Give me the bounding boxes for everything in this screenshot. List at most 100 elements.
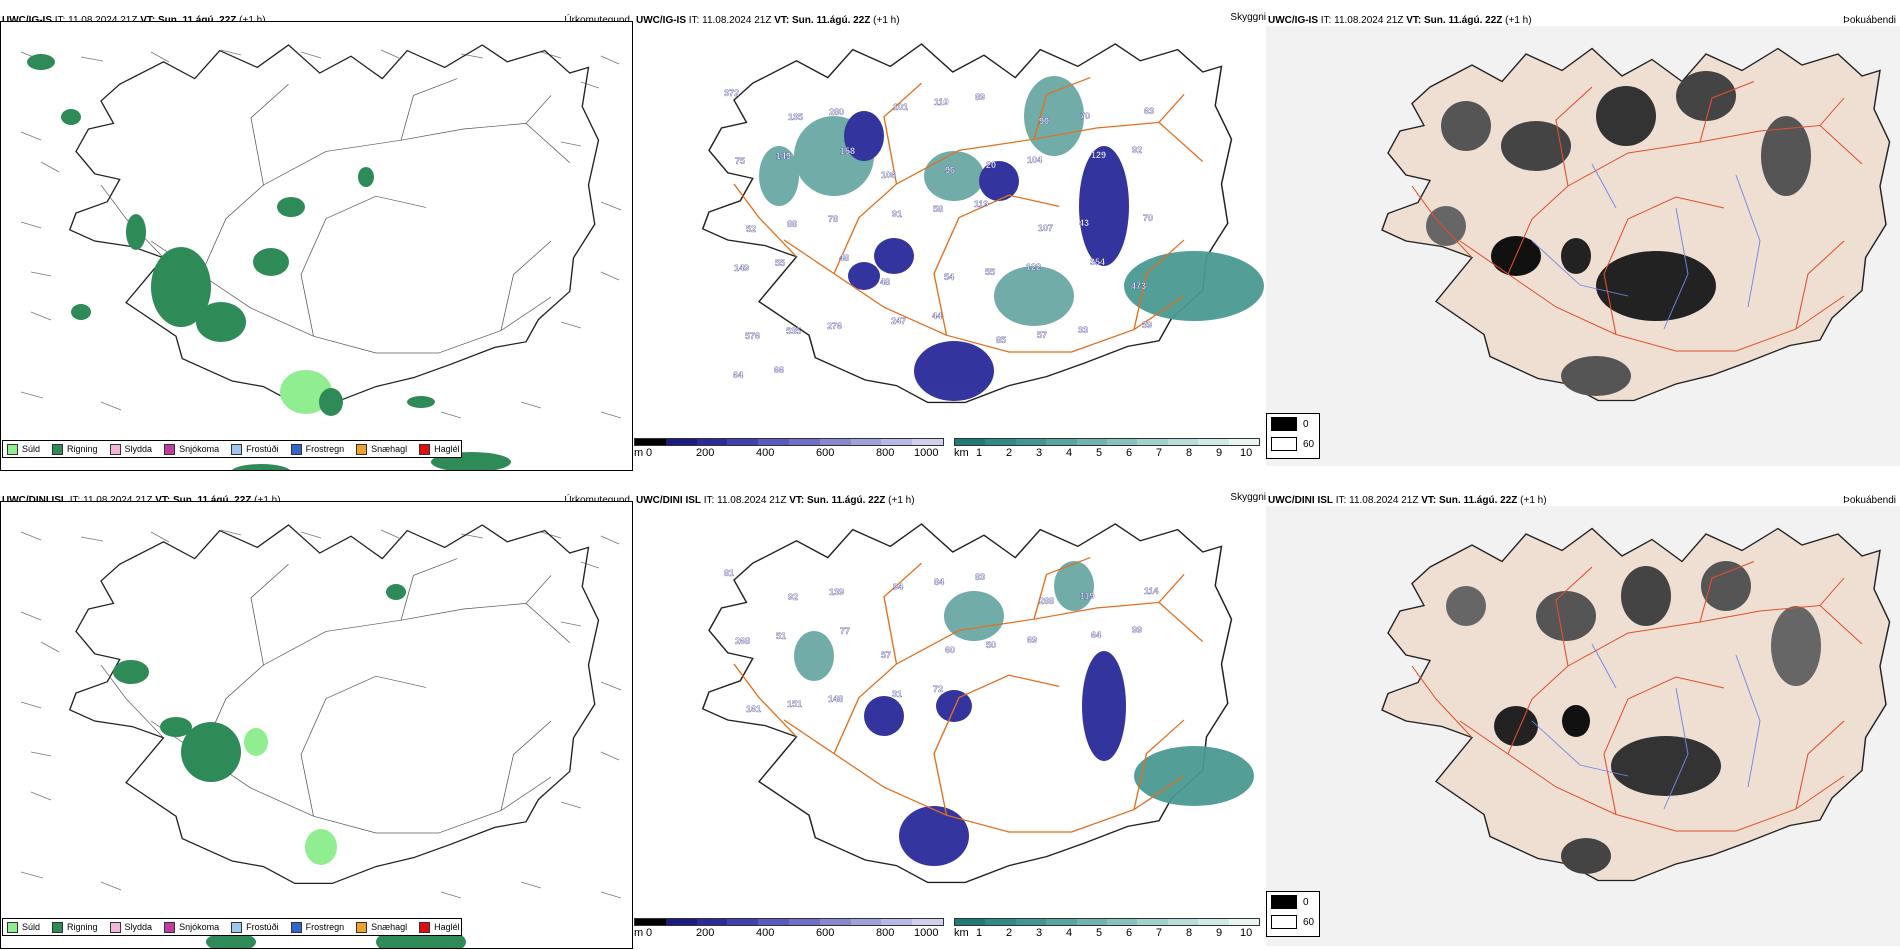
precip-map — [0, 501, 633, 949]
cloud-patches — [794, 561, 1254, 866]
cloud-base-number: 84 — [934, 577, 944, 587]
cloud-base-number: 43 — [1079, 218, 1089, 228]
precip-map-svg — [20, 44, 622, 470]
cloud-base-number: 54 — [944, 272, 954, 282]
cloud-base-number: 94 — [893, 582, 903, 592]
cloud-base-number: 288 — [1039, 596, 1054, 606]
cloud-base-number: 107 — [1038, 223, 1053, 233]
panel-header: UWC/IG-IS IT: 11.08.2024 21Z VT: Sun. 11… — [1268, 15, 1532, 26]
legend-item: Snjókoma — [164, 443, 219, 455]
cloud-base-number: 96 — [945, 165, 955, 175]
cloud-base-number: 58 — [933, 204, 943, 214]
cloud-base-number: 89 — [975, 92, 985, 102]
fog-label: Þokuábendi — [1843, 15, 1896, 26]
cloud-base-number: 75 — [735, 156, 745, 166]
cloud-base-number: 135 — [788, 112, 803, 122]
cloud-base-number: 85 — [996, 335, 1006, 345]
legend-item: Rigning — [52, 921, 98, 933]
cloud-base-number: 70 — [1143, 213, 1153, 223]
km-colorbar: km 1 2 3 4 5 6 7 8 9 10 — [954, 438, 1260, 468]
height-colorbar: m 0 200 400 600 800 1000 — [634, 918, 944, 948]
cloud-base-number: 268 — [735, 636, 750, 646]
cloud-base-number: 78 — [828, 214, 838, 224]
legend-item: Slydda — [109, 443, 152, 455]
cloud-base-number: 139 — [829, 587, 844, 597]
cloud-base-number: 64 — [1091, 630, 1101, 640]
cloud-patches — [759, 76, 1264, 401]
cloud-base-number: 50 — [986, 640, 996, 650]
cloud-base-number: 70 — [1080, 111, 1090, 121]
precip-type-label: Úrkomutegund — [564, 495, 630, 506]
precip-panel-top: UWC/IG-IS IT: 11.08.2024 21Z VT: Sun. 11… — [0, 8, 634, 473]
cloud-label: Skyggni — [1230, 12, 1266, 23]
cloud-base-number: 44 — [932, 311, 942, 321]
legend-item: Slydda — [109, 921, 152, 933]
legend-item: Haglél — [419, 443, 460, 455]
cloud-base-number: 535 — [786, 326, 801, 336]
legend-item: Snjókoma — [164, 921, 219, 933]
cloud-base-number: 276 — [827, 321, 842, 331]
legend-item: Súld — [7, 921, 40, 933]
legend-item: Frostregn — [290, 443, 344, 455]
cloud-base-number: 122 — [1026, 262, 1041, 272]
cloud-base-number: 114 — [1144, 586, 1159, 596]
precip-legend: Súld Rigning Slydda Snjókoma Frostúði Fr… — [2, 440, 462, 458]
legend-item: Snæhagl — [356, 443, 407, 455]
cloud-base-number: 88 — [787, 219, 797, 229]
cloud-base-number: 20 — [986, 160, 996, 170]
cloud-base-number: 106 — [881, 170, 896, 180]
cloud-label: Skyggni — [1230, 492, 1266, 503]
cloud-base-number: 104 — [1027, 155, 1042, 165]
cloud-base-number: 158 — [840, 146, 855, 156]
fog-map-svg — [1266, 506, 1900, 946]
legend-item: Frostregn — [290, 921, 344, 933]
cloud-base-number: 129 — [1091, 150, 1106, 160]
precip-panel-bottom: UWC/DINI ISL IT: 11.08.2024 21Z VT: Sun.… — [0, 488, 634, 950]
cloud-base-number: 149 — [734, 263, 749, 273]
cloud-base-number: 72 — [933, 684, 943, 694]
legend-item: Frostúði — [231, 443, 279, 455]
cloud-base-number: 57 — [881, 650, 891, 660]
panel-header: UWC/DINI ISL IT: 11.08.2024 21Z VT: Sun.… — [1268, 495, 1547, 506]
cloud-base-number: 149 — [776, 151, 791, 161]
cloud-base-number: 119 — [974, 199, 989, 209]
cloud-base-number: 354 — [1090, 257, 1105, 267]
cloud-base-number: 110 — [934, 97, 949, 107]
cloud-base-number: 31 — [892, 689, 902, 699]
fog-map-svg — [1266, 26, 1900, 466]
cloud-base-number: 39 — [1142, 320, 1152, 330]
cloud-base-number: 64 — [733, 370, 743, 380]
cloud-base-number: 48 — [880, 277, 890, 287]
cloud-base-number: 280 — [829, 107, 844, 117]
cloud-numbers: 81 92 139 94 84 83 288 119 114 268 51 77 57 60 50 69 64 9… — [724, 568, 1159, 714]
precip-map — [0, 21, 633, 471]
cloud-base-number: 151 — [787, 699, 802, 709]
cloud-numbers: 372 135 280 101 110 89 90 70 63 75 149 158 106 96 20 10… — [724, 88, 1154, 380]
legend-item: Haglél — [419, 921, 460, 933]
fog-patches — [1426, 71, 1811, 396]
fog-legend: 0 60 — [1266, 891, 1320, 937]
cloud-base-number: 51 — [776, 631, 786, 641]
km-colorbar: km 1 2 3 4 5 6 7 8 9 10 — [954, 918, 1260, 948]
cloud-base-number: 90 — [1039, 116, 1049, 126]
wind-barbs — [20, 529, 622, 899]
legend-item: Súld — [7, 443, 40, 455]
cloud-base-number: 99 — [1132, 625, 1142, 635]
cloud-base-number: 81 — [724, 568, 734, 578]
cloud-base-number: 69 — [1027, 635, 1037, 645]
panel-header: UWC/DINI ISL IT: 11.08.2024 21Z VT: Sun.… — [2, 495, 281, 506]
panel-header: UWC/IG-IS IT: 11.08.2024 21Z VT: Sun. 11… — [2, 15, 266, 26]
cloud-base-number: 60 — [945, 645, 955, 655]
precip-patches — [27, 54, 511, 470]
panel-header: UWC/IG-IS IT: 11.08.2024 21Z VT: Sun. 11… — [636, 15, 900, 26]
cloud-base-number: 92 — [1132, 145, 1142, 155]
cloud-base-number: 372 — [724, 88, 739, 98]
precip-map-svg — [20, 524, 622, 948]
cloud-panel-top: UWC/IG-IS IT: 11.08.2024 21Z VT: Sun. 11… — [634, 8, 1266, 473]
cloud-base-number: 55 — [775, 258, 785, 268]
cloud-base-number: 576 — [745, 331, 760, 341]
precip-legend: Súld Rigning Slydda Snjókoma Frostúði Fr… — [2, 918, 462, 936]
cloud-base-number: 63 — [1144, 106, 1154, 116]
cloud-base-number: 92 — [788, 592, 798, 602]
cloud-base-number: 101 — [893, 102, 908, 112]
